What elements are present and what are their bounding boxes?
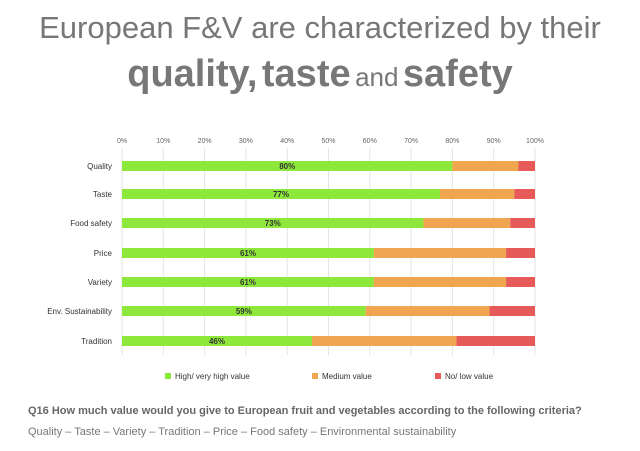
title-taste: taste [261, 53, 351, 95]
legend-swatch [312, 373, 318, 379]
bar-segment [311, 336, 457, 346]
bar-segment [489, 306, 535, 316]
data-label: 80% [279, 162, 295, 171]
bar-segment [373, 248, 507, 258]
bar-segment [122, 306, 366, 316]
bar-segment [518, 161, 535, 171]
title-line-2: quality, taste and safety [0, 52, 640, 104]
title-quality: quality, [127, 53, 258, 95]
category-label: Tradition [81, 337, 112, 346]
bar-segment [506, 277, 535, 287]
bar-segment [452, 161, 519, 171]
legend-label: High/ very high value [175, 372, 250, 381]
title-safety: safety [402, 53, 513, 95]
criteria-text: Quality – Taste – Variety – Tradition – … [28, 426, 457, 438]
x-tick-label: 50% [321, 138, 335, 145]
question-text: Q16 How much value would you give to Eur… [28, 405, 582, 417]
bar-segment [506, 248, 535, 258]
x-tick-label: 0% [117, 138, 127, 145]
legend-label: Medium value [322, 372, 372, 381]
bar-segment [456, 336, 535, 346]
legend-swatch [165, 373, 171, 379]
x-tick-label: 100% [526, 138, 544, 145]
legend-label: No/ low value [445, 372, 494, 381]
bar-segment [423, 218, 511, 228]
category-label: Taste [93, 190, 113, 199]
bar-segment [122, 336, 312, 346]
x-tick-label: 70% [404, 138, 418, 145]
category-label: Variety [88, 278, 112, 287]
x-tick-label: 90% [487, 138, 501, 145]
stacked-bar-chart: 0% 10% 20% 30% 40% 50% 60% 70% 80% 90% 100% Quality… [47, 138, 544, 381]
bar-segment [373, 277, 507, 287]
x-tick-label: 60% [363, 138, 377, 145]
bar-segment [510, 218, 535, 228]
bar-segment [122, 248, 374, 258]
category-label: Quality [87, 162, 112, 171]
bar-segment [122, 218, 424, 228]
data-label: 61% [240, 249, 256, 258]
data-label: 46% [209, 337, 225, 346]
bar-segment [365, 306, 490, 316]
bar-segment [122, 277, 374, 287]
bar-segment [514, 189, 535, 199]
title-line-1: European F&V are characterized by their [39, 10, 601, 45]
data-label: 77% [273, 190, 289, 199]
x-tick-label: 40% [280, 138, 294, 145]
category-label: Food safety [70, 219, 112, 228]
data-label: 61% [240, 278, 256, 287]
x-tick-label: 30% [239, 138, 253, 145]
x-tick-label: 10% [156, 138, 170, 145]
legend-swatch [435, 373, 441, 379]
category-label: Price [94, 249, 113, 258]
data-label: 73% [265, 219, 281, 228]
bar-segment [122, 189, 441, 199]
category-label: Env. Sustainability [47, 307, 112, 316]
data-label: 59% [236, 307, 252, 316]
bar-segment [440, 189, 515, 199]
title-and: and [355, 62, 399, 92]
x-tick-label: 20% [198, 138, 212, 145]
bar-segment [122, 161, 453, 171]
x-tick-label: 80% [445, 138, 459, 145]
